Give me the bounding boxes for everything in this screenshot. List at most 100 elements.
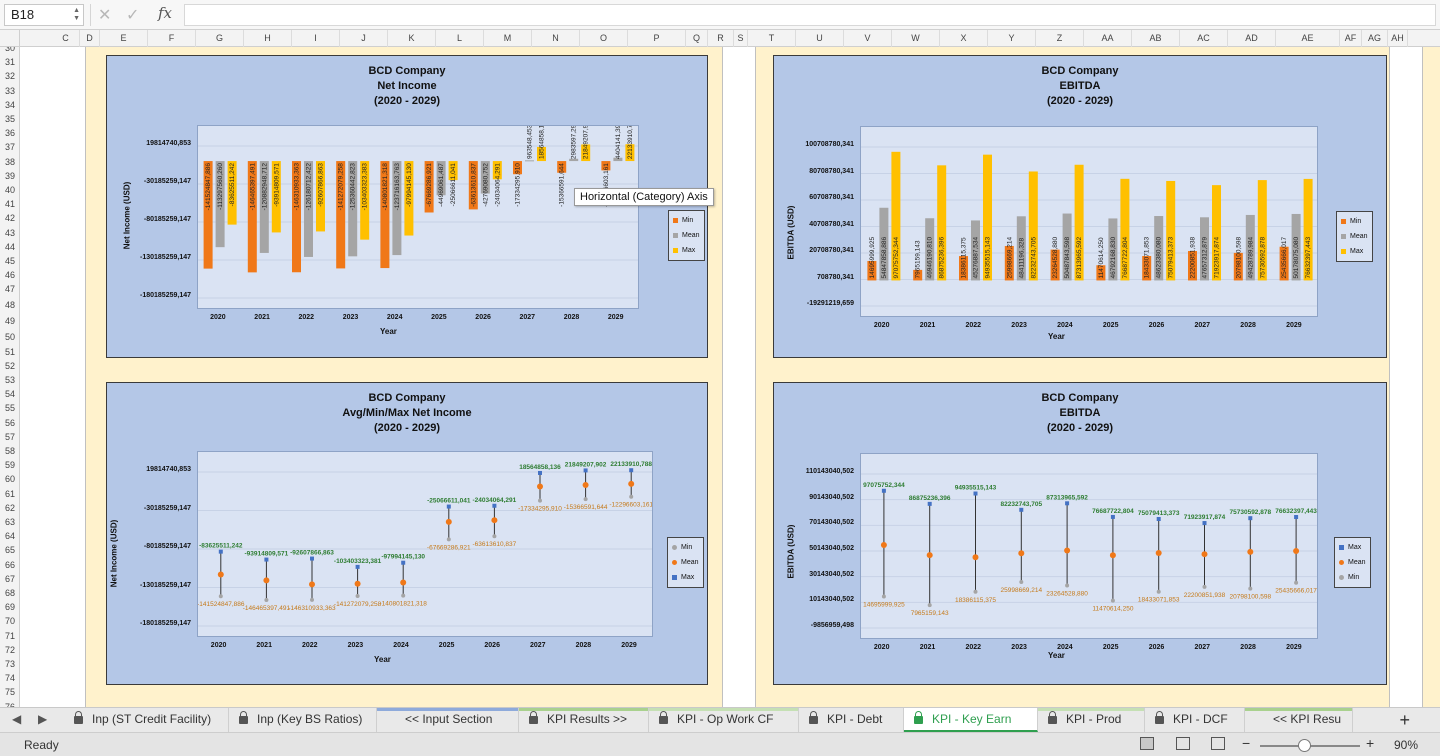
row-header-cell[interactable]: 50: [4, 331, 15, 342]
chart-legend[interactable]: Max Mean Min: [1334, 537, 1371, 588]
row-header-cell[interactable]: 71: [4, 630, 15, 641]
column-header-cell[interactable]: AB: [1132, 30, 1180, 47]
net-income-bar-chart[interactable]: BCD Company Net Income (2020 - 2029) -14…: [106, 55, 708, 358]
column-header-cell[interactable]: Z: [1036, 30, 1084, 47]
column-header-cell[interactable]: AC: [1180, 30, 1228, 47]
column-header-cell[interactable]: X: [940, 30, 988, 47]
net-income-range-chart[interactable]: BCD Company Avg/Min/Max Net Income (2020…: [106, 382, 708, 685]
row-header-cell[interactable]: 69: [4, 602, 15, 613]
chart-legend[interactable]: Min Mean Max: [667, 537, 704, 588]
row-header-cell[interactable]: 46: [4, 270, 15, 281]
legend-item[interactable]: Mean: [1339, 555, 1366, 570]
sheet-tab[interactable]: KPI Results >>: [519, 708, 649, 732]
row-header-cell[interactable]: 31: [4, 57, 15, 68]
row-header-cell[interactable]: 57: [4, 431, 15, 442]
normal-view-icon[interactable]: [1140, 737, 1154, 750]
ebitda-range-chart[interactable]: BCD Company EBITDA (2020 - 2029) 9707575…: [773, 382, 1387, 685]
column-header-cell[interactable]: S: [734, 30, 748, 47]
sheet-tab[interactable]: KPI - Op Work CF: [649, 708, 799, 732]
zoom-level[interactable]: 90%: [1394, 738, 1419, 752]
row-header-cell[interactable]: 75: [4, 687, 15, 698]
formula-input[interactable]: [184, 4, 1436, 26]
legend-item[interactable]: Min: [672, 540, 699, 555]
row-header-cell[interactable]: 60: [4, 474, 15, 485]
row-header-cell[interactable]: 30: [4, 47, 15, 53]
row-header-cell[interactable]: 74: [4, 673, 15, 684]
column-header-cell[interactable]: F: [148, 30, 196, 47]
row-header-cell[interactable]: 52: [4, 360, 15, 371]
legend-item[interactable]: Min: [1339, 570, 1366, 585]
cancel-icon[interactable]: ✕: [98, 7, 112, 24]
confirm-icon[interactable]: ✓: [126, 7, 140, 24]
sheet-tab[interactable]: << Input Section: [377, 708, 519, 732]
column-header-cell[interactable]: D: [80, 30, 100, 47]
row-header-cell[interactable]: 55: [4, 403, 15, 414]
column-header-cell[interactable]: K: [388, 30, 436, 47]
column-header-cell[interactable]: Q: [686, 30, 708, 47]
sheet-tab[interactable]: << KPI Resu: [1245, 708, 1353, 732]
column-header-cell[interactable]: T: [748, 30, 796, 47]
zoom-out-icon[interactable]: −: [1242, 735, 1251, 751]
column-header-cell[interactable]: AH: [1388, 30, 1408, 47]
plot-area[interactable]: 14695999,925 7965159,143 18386115,375 25998…: [860, 126, 1318, 317]
column-header-cell[interactable]: W: [892, 30, 940, 47]
legend-item[interactable]: Max: [1341, 244, 1368, 259]
sheet-tab[interactable]: Inp (Key BS Ratios): [229, 708, 377, 732]
row-header-cell[interactable]: 34: [4, 99, 15, 110]
row-header-cell[interactable]: 68: [4, 588, 15, 598]
row-header-cell[interactable]: 51: [4, 346, 15, 357]
column-header-cell[interactable]: L: [436, 30, 484, 47]
legend-item[interactable]: Mean: [1341, 229, 1368, 244]
row-header-cell[interactable]: 40: [4, 185, 15, 195]
column-header-cell[interactable]: AG: [1362, 30, 1388, 47]
column-header-cell[interactable]: J: [340, 30, 388, 47]
row-header-cell[interactable]: 47: [4, 284, 15, 295]
chart-legend[interactable]: Min Mean Max: [1336, 211, 1373, 262]
column-header-cell[interactable]: H: [244, 30, 292, 47]
column-header-cell[interactable]: R: [708, 30, 734, 47]
page-layout-icon[interactable]: [1176, 737, 1190, 750]
row-header-cell[interactable]: 73: [4, 659, 15, 669]
row-header-cell[interactable]: 49: [4, 315, 15, 326]
row-header-cell[interactable]: 43: [4, 227, 15, 238]
row-header-cell[interactable]: 41: [4, 199, 15, 210]
column-header-cell[interactable]: P: [628, 30, 686, 47]
zoom-slider-handle[interactable]: [1298, 739, 1311, 752]
column-header-cell[interactable]: I: [292, 30, 340, 47]
row-header-cell[interactable]: 32: [4, 71, 15, 82]
row-header-cell[interactable]: 58: [4, 446, 15, 456]
sheet-tab[interactable]: KPI - Key Earn: [904, 708, 1038, 732]
plot-area[interactable]: -141524847,886 -146465397,491 -146310933,3…: [197, 125, 639, 309]
row-header-cell[interactable]: 53: [4, 375, 15, 385]
column-header-cell[interactable]: N: [532, 30, 580, 47]
column-header-cell[interactable]: AE: [1276, 30, 1340, 47]
name-box-dropdown-icon[interactable]: ▲ ▼: [73, 7, 80, 22]
column-header-cell[interactable]: AF: [1340, 30, 1362, 47]
row-header-cell[interactable]: 48: [4, 299, 15, 310]
row-header-cell[interactable]: 45: [4, 256, 15, 266]
row-header-cell[interactable]: 70: [4, 616, 15, 627]
row-header-cell[interactable]: 35: [4, 114, 15, 124]
sheet-tab[interactable]: KPI - Debt: [799, 708, 904, 732]
row-header-cell[interactable]: 39: [4, 170, 15, 181]
row-header-cell[interactable]: 64: [4, 531, 15, 542]
sheet-tab[interactable]: Inp (ST Credit Facility): [64, 708, 229, 732]
legend-item[interactable]: Max: [672, 570, 699, 585]
column-header-cell[interactable]: M: [484, 30, 532, 47]
row-header-cell[interactable]: 61: [4, 488, 15, 499]
page-break-view-icon[interactable]: [1211, 737, 1225, 750]
column-header-cell[interactable]: Y: [988, 30, 1036, 47]
row-header-cell[interactable]: 72: [4, 644, 15, 655]
column-header-cell[interactable]: AD: [1228, 30, 1276, 47]
row-header-cell[interactable]: 54: [4, 389, 15, 400]
row-header-cell[interactable]: 36: [4, 128, 15, 139]
select-all-corner[interactable]: [0, 30, 20, 47]
worksheet-grid[interactable]: BCD Company Net Income (2020 - 2029) -14…: [21, 47, 1440, 707]
row-header-cell[interactable]: 59: [4, 460, 15, 471]
row-header-cell[interactable]: 44: [4, 241, 15, 252]
row-header-cell[interactable]: 76: [4, 701, 15, 707]
column-header-cell[interactable]: E: [100, 30, 148, 47]
row-header-cell[interactable]: 62: [4, 502, 15, 513]
row-header-cell[interactable]: 33: [4, 85, 15, 96]
legend-item[interactable]: Max: [673, 243, 700, 258]
